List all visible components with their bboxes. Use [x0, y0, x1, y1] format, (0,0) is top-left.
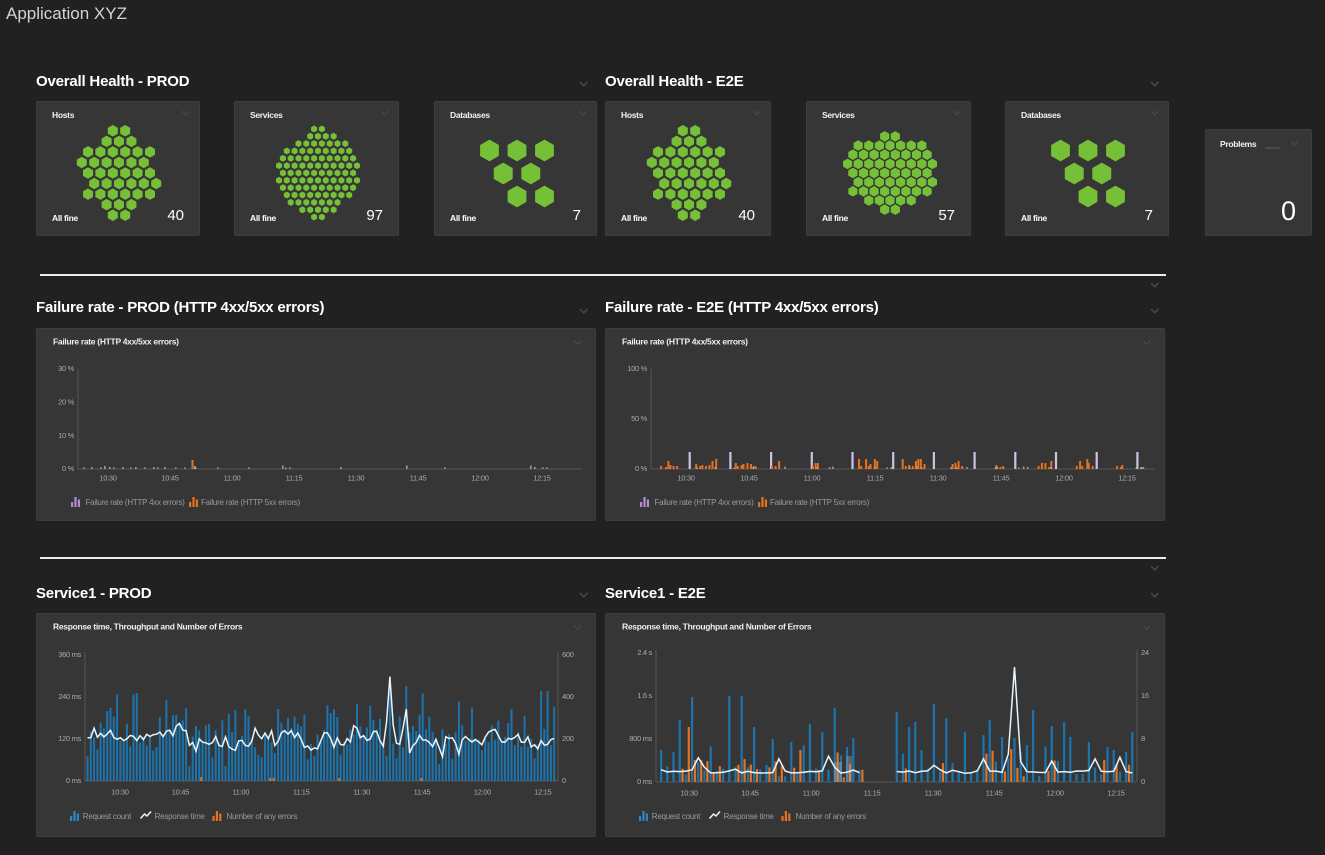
svg-text:20 %: 20 %: [58, 398, 75, 407]
svg-text:11:45: 11:45: [414, 788, 431, 797]
svg-text:Failure rate (HTTP 4xx errors): Failure rate (HTTP 4xx errors): [86, 498, 186, 507]
svg-text:12:00: 12:00: [1046, 789, 1063, 798]
svg-text:30 %: 30 %: [58, 364, 75, 373]
svg-text:Request count: Request count: [83, 812, 132, 821]
svg-text:2.4 s: 2.4 s: [637, 648, 652, 657]
svg-text:400: 400: [562, 692, 574, 701]
svg-text:12:00: 12:00: [471, 474, 488, 483]
svg-text:10:45: 10:45: [161, 474, 178, 483]
svg-text:0: 0: [562, 776, 566, 785]
svg-text:11:15: 11:15: [864, 789, 881, 798]
svg-text:10:30: 10:30: [680, 789, 697, 798]
svg-text:11:15: 11:15: [293, 788, 310, 797]
svg-text:10:45: 10:45: [741, 789, 758, 798]
svg-text:360 ms: 360 ms: [58, 650, 81, 659]
svg-text:Failure rate (HTTP 4xx errors): Failure rate (HTTP 4xx errors): [655, 498, 755, 507]
svg-text:12:15: 12:15: [1118, 474, 1135, 483]
svg-text:120 ms: 120 ms: [58, 734, 81, 743]
svg-text:11:45: 11:45: [993, 474, 1010, 483]
svg-text:11:30: 11:30: [925, 789, 942, 798]
svg-text:11:30: 11:30: [930, 474, 947, 483]
svg-text:10:45: 10:45: [172, 788, 189, 797]
svg-text:Response time: Response time: [724, 812, 775, 821]
svg-text:12:00: 12:00: [474, 788, 491, 797]
svg-text:0 %: 0 %: [62, 464, 75, 473]
svg-text:600: 600: [562, 650, 574, 659]
svg-text:Response time, Throughput and: Response time, Throughput and Number of …: [53, 622, 243, 632]
svg-text:200: 200: [562, 734, 574, 743]
svg-text:11:00: 11:00: [804, 474, 821, 483]
svg-text:Response time, Throughput and: Response time, Throughput and Number of …: [622, 622, 812, 632]
svg-text:Number of any errors: Number of any errors: [227, 812, 298, 821]
svg-text:11:00: 11:00: [232, 788, 249, 797]
svg-text:12:00: 12:00: [1055, 474, 1072, 483]
svg-text:10:45: 10:45: [740, 474, 757, 483]
svg-text:8: 8: [1141, 734, 1145, 743]
svg-text:11:30: 11:30: [348, 474, 365, 483]
svg-text:800 ms: 800 ms: [629, 734, 652, 743]
svg-text:11:45: 11:45: [986, 789, 1003, 798]
svg-text:11:15: 11:15: [286, 474, 303, 483]
svg-text:12:15: 12:15: [533, 474, 550, 483]
svg-text:Response time: Response time: [155, 812, 206, 821]
svg-text:50 %: 50 %: [631, 414, 648, 423]
svg-text:240 ms: 240 ms: [58, 692, 81, 701]
svg-text:0 ms: 0 ms: [66, 776, 82, 785]
svg-text:Request count: Request count: [652, 812, 701, 821]
svg-text:Failure rate (HTTP 4xx/5xx err: Failure rate (HTTP 4xx/5xx errors): [622, 337, 748, 347]
svg-text:Failure rate (HTTP 5xx errors): Failure rate (HTTP 5xx errors): [201, 498, 301, 507]
svg-text:10:30: 10:30: [99, 474, 116, 483]
svg-text:0 ms: 0 ms: [637, 777, 653, 786]
svg-text:100 %: 100 %: [627, 364, 647, 373]
svg-text:12:15: 12:15: [1107, 789, 1124, 798]
svg-text:11:45: 11:45: [410, 474, 427, 483]
svg-text:Number of any errors: Number of any errors: [796, 812, 867, 821]
svg-text:11:00: 11:00: [803, 789, 820, 798]
svg-text:11:15: 11:15: [867, 474, 884, 483]
svg-text:Failure rate (HTTP 4xx/5xx err: Failure rate (HTTP 4xx/5xx errors): [53, 337, 179, 347]
svg-text:10:30: 10:30: [111, 788, 128, 797]
svg-text:10:30: 10:30: [677, 474, 694, 483]
svg-text:0 %: 0 %: [635, 464, 648, 473]
svg-text:11:00: 11:00: [224, 474, 241, 483]
svg-text:12:15: 12:15: [534, 788, 551, 797]
svg-text:10 %: 10 %: [58, 431, 75, 440]
svg-text:0: 0: [1141, 777, 1145, 786]
svg-text:1.6 s: 1.6 s: [637, 691, 652, 700]
svg-text:11:30: 11:30: [353, 788, 370, 797]
svg-text:Failure rate (HTTP 5xx errors): Failure rate (HTTP 5xx errors): [770, 498, 870, 507]
svg-text:24: 24: [1141, 648, 1149, 657]
svg-text:16: 16: [1141, 691, 1149, 700]
